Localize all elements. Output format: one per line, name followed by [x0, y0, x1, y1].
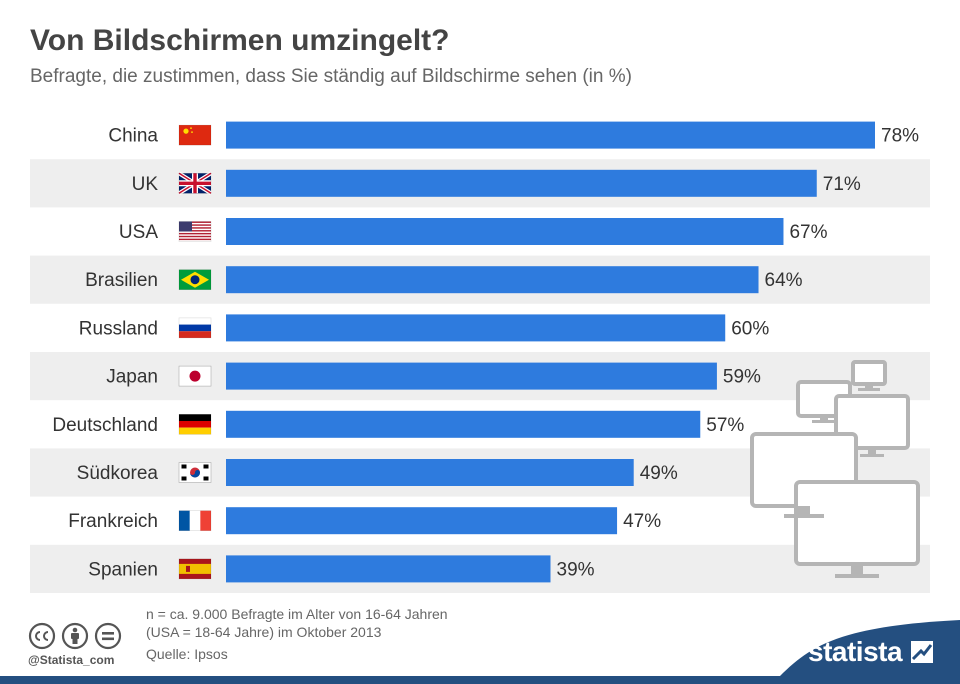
chart-subtitle: Befragte, die zustimmen, dass Sie ständi… [30, 66, 632, 87]
category-label: Japan [106, 367, 158, 388]
bar [226, 555, 551, 583]
survey-note-line-2: (USA = 18-64 Jahre) im Oktober 2013 [146, 624, 382, 640]
flag-uk-icon [177, 171, 213, 195]
flag-russia-icon [178, 317, 212, 339]
flag-france-icon [178, 510, 212, 532]
flag-usa-icon [178, 221, 212, 242]
flag-brazil-icon [178, 269, 212, 291]
category-label: Südkorea [77, 463, 159, 484]
brand-name: statista [808, 636, 903, 667]
value-label: 71% [823, 174, 861, 195]
bar [226, 410, 701, 438]
value-label: 39% [557, 559, 595, 580]
attribution-icon [61, 622, 89, 650]
category-label: Russland [79, 318, 158, 339]
statista-logo[interactable]: statista [808, 636, 934, 668]
category-label: Brasilien [85, 270, 158, 291]
bar [226, 507, 618, 535]
chart-title: Von Bildschirmen umzingelt? [30, 24, 450, 57]
category-label: China [108, 126, 158, 147]
value-label: 59% [723, 367, 761, 388]
flag-germany-icon [178, 413, 212, 435]
flag-spain-icon [178, 558, 212, 580]
value-label: 78% [881, 126, 919, 147]
category-label: UK [132, 174, 159, 195]
cc-icon [28, 622, 56, 650]
no-derivatives-icon [94, 622, 122, 650]
value-label: 57% [706, 415, 744, 436]
survey-note-line-1: n = ca. 9.000 Befragte im Alter von 16-6… [146, 606, 448, 622]
value-label: 60% [731, 318, 769, 339]
source-note: Quelle: Ipsos [146, 646, 228, 662]
bar [226, 314, 726, 342]
bar [226, 266, 759, 294]
bar [226, 121, 875, 149]
credit: @Statista_com [28, 653, 115, 667]
bar [226, 362, 717, 390]
value-label: 64% [765, 270, 803, 291]
value-label: 47% [623, 511, 661, 532]
value-label: 49% [640, 463, 678, 484]
flag-japan-icon [178, 365, 212, 387]
flag-china-icon [178, 124, 212, 146]
statista-mark-icon [911, 641, 934, 663]
category-label: Spanien [88, 559, 158, 580]
screens-illustration-icon [750, 360, 920, 578]
bar [226, 459, 634, 486]
license-icons [28, 622, 122, 650]
flag-south-korea-icon [178, 462, 212, 483]
bottom-band [0, 676, 960, 684]
bar [226, 218, 784, 245]
category-label: USA [119, 222, 158, 243]
bar [226, 169, 817, 197]
footer-note: n = ca. 9.000 Befragte im Alter von 16-6… [146, 605, 448, 663]
category-label: Frankreich [68, 511, 158, 532]
value-label: 67% [789, 222, 827, 243]
category-label: Deutschland [52, 415, 158, 436]
